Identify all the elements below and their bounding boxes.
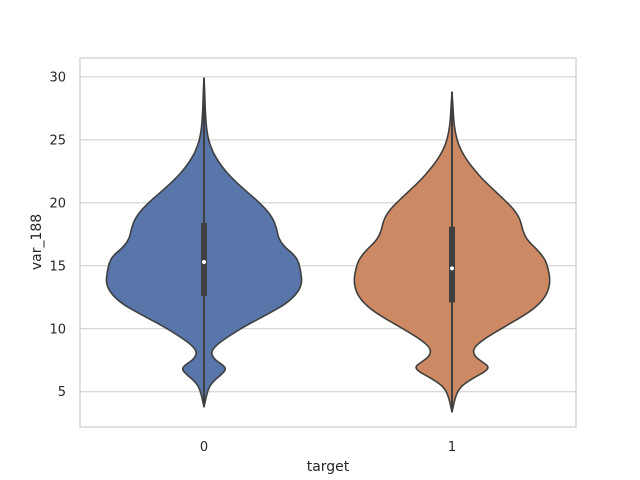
- violin-group-0: [105, 77, 303, 408]
- x-axis-label: target: [307, 459, 350, 475]
- y-tick-label: 10: [49, 322, 66, 337]
- x-tick-label: 0: [200, 440, 208, 455]
- y-axis-label: var_188: [29, 214, 45, 270]
- y-tick-label: 30: [49, 70, 66, 85]
- x-tick-label: 1: [448, 440, 456, 455]
- plot-frame: [79, 57, 577, 428]
- y-tick-label: 20: [49, 196, 66, 211]
- y-tick-labels: 5 10 15 20 25 30: [49, 70, 66, 400]
- y-tick-label: 5: [58, 385, 66, 400]
- y-tick-label: 25: [49, 133, 66, 148]
- y-tick-label: 15: [49, 259, 66, 274]
- median-marker-1: [450, 266, 454, 271]
- median-marker-0: [202, 260, 206, 265]
- violin-group-1: [353, 91, 551, 413]
- violins: [105, 77, 551, 413]
